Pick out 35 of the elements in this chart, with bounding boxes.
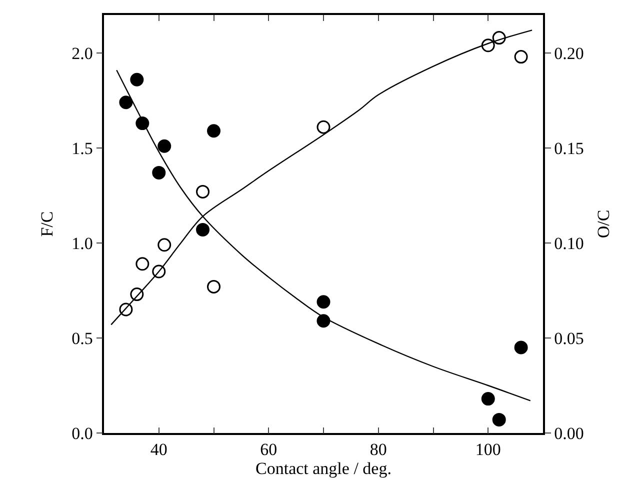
point bbox=[207, 124, 220, 138]
point bbox=[207, 280, 220, 294]
y-tick-label: 1.5 bbox=[72, 138, 93, 158]
point bbox=[196, 184, 210, 198]
x-tick-label: 60 bbox=[260, 440, 278, 460]
y-tick-label: 2.0 bbox=[72, 44, 93, 63]
point bbox=[130, 72, 144, 86]
y-axis-title: F/C bbox=[38, 211, 57, 237]
point bbox=[158, 238, 172, 252]
x-axis-title: Contact angle / deg. bbox=[256, 459, 392, 478]
point bbox=[492, 412, 506, 426]
y2-tick-label: 0.05 bbox=[554, 328, 584, 348]
point bbox=[514, 50, 528, 64]
point bbox=[481, 392, 495, 406]
point bbox=[316, 295, 330, 309]
point bbox=[514, 340, 528, 354]
y-tick-label: 0.5 bbox=[72, 328, 93, 348]
y2-tick-label: 0.15 bbox=[554, 138, 584, 158]
point bbox=[136, 116, 150, 130]
x-tick-label: 100 bbox=[475, 440, 501, 460]
y-tick-label: 0.0 bbox=[72, 424, 93, 443]
point bbox=[158, 139, 172, 153]
point bbox=[152, 166, 166, 180]
point bbox=[196, 222, 210, 236]
point bbox=[316, 314, 330, 328]
y2-tick-label: 0.10 bbox=[554, 234, 584, 253]
y2-tick-label: 0.20 bbox=[554, 44, 584, 63]
x-tick-label: 40 bbox=[150, 440, 168, 460]
y-tick-label: 1.0 bbox=[72, 234, 93, 253]
point bbox=[316, 120, 330, 134]
point bbox=[119, 96, 133, 110]
y2-axis-title: O/C bbox=[594, 210, 613, 238]
point bbox=[136, 257, 150, 271]
y2-tick-label: 0.00 bbox=[554, 424, 584, 443]
x-tick-label: 80 bbox=[370, 440, 387, 460]
